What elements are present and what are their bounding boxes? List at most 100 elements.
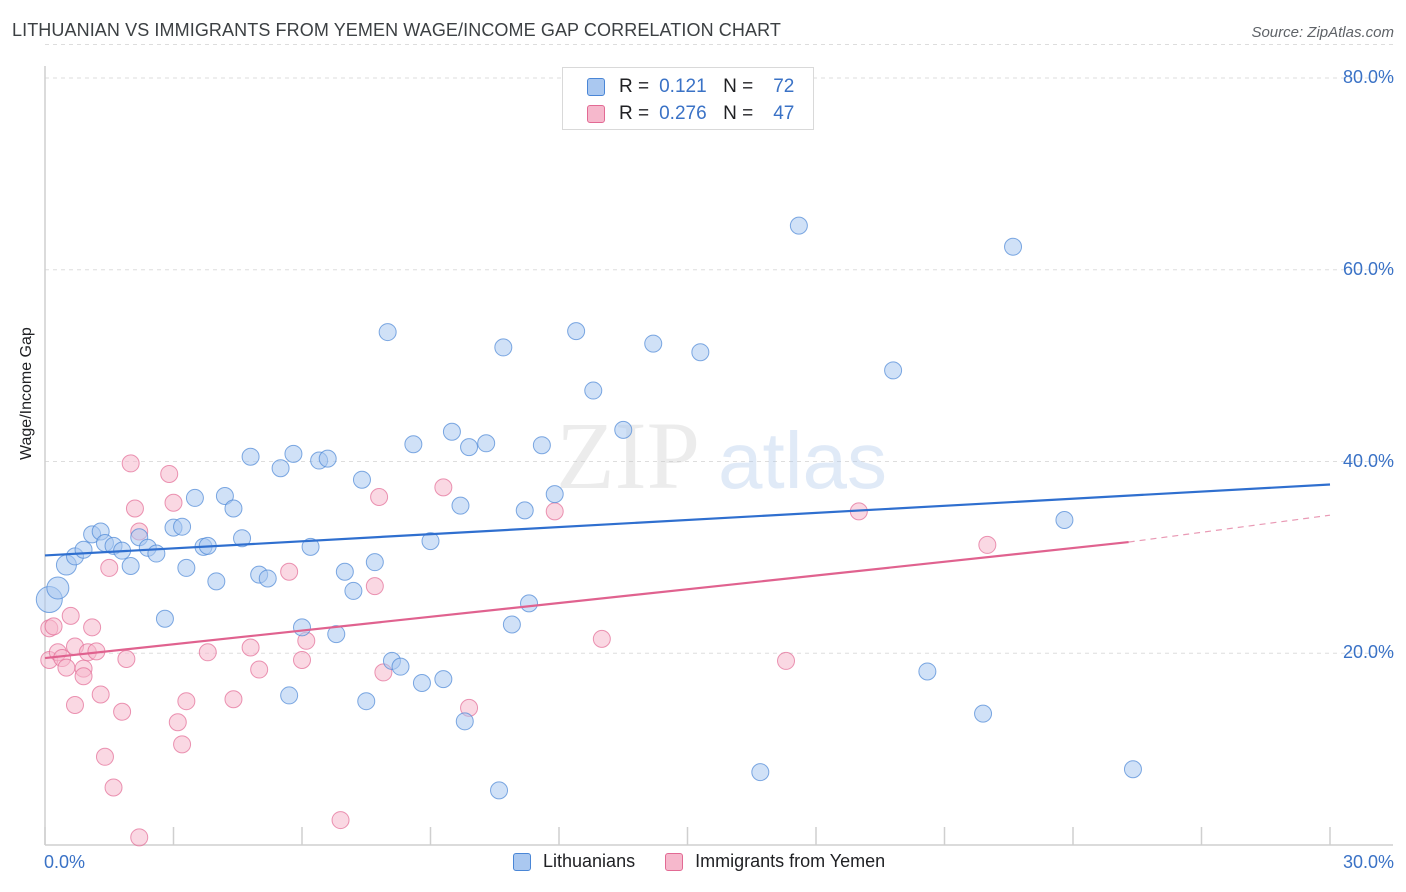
point-lithuanians [318, 449, 337, 468]
point-lithuanians [258, 569, 277, 588]
point-lithuanians [46, 576, 70, 600]
point-yemen [104, 778, 123, 797]
point-lithuanians [357, 692, 376, 711]
point-lithuanians [477, 434, 496, 453]
point-yemen [198, 643, 217, 662]
n-label: N = [723, 76, 754, 97]
point-yemen [365, 577, 384, 596]
point-lithuanians [421, 532, 440, 551]
point-lithuanians [224, 499, 243, 518]
legend-item-yemen[interactable]: Immigrants from Yemen [665, 851, 885, 872]
point-yemen [61, 606, 80, 625]
r-value: 0.121 [659, 76, 707, 97]
point-yemen [57, 658, 76, 677]
axes [44, 66, 1393, 846]
point-yemen [241, 638, 260, 657]
point-yemen [545, 502, 564, 521]
legend-swatch-lithuanians [513, 852, 531, 871]
x-tick-label-max: 30.0% [1342, 852, 1394, 872]
point-lithuanians [644, 334, 663, 353]
point-lithuanians [455, 712, 474, 731]
swatch-yemen [587, 105, 605, 123]
point-yemen [130, 828, 149, 847]
point-lithuanians [460, 438, 479, 457]
point-lithuanians [271, 459, 290, 478]
point-yemen [250, 660, 269, 679]
point-yemen [331, 811, 350, 830]
point-lithuanians [490, 781, 509, 800]
point-yemen [168, 713, 187, 732]
point-yemen [91, 685, 110, 704]
point-lithuanians [233, 529, 252, 548]
point-lithuanians [515, 501, 534, 520]
point-lithuanians [1123, 760, 1142, 779]
stats-row-yemen: R = 0.276 N = 47 [587, 102, 794, 126]
point-yemen [280, 562, 299, 581]
point-yemen [978, 535, 997, 554]
point-lithuanians [391, 657, 410, 676]
point-yemen [160, 464, 179, 483]
point-yemen [83, 618, 102, 637]
r-label: R = [619, 103, 650, 124]
point-lithuanians [280, 686, 299, 705]
point-lithuanians [974, 704, 993, 723]
point-lithuanians [155, 609, 174, 628]
point-yemen [177, 692, 196, 711]
point-yemen [777, 651, 796, 670]
point-yemen [434, 478, 453, 497]
point-yemen [224, 690, 243, 709]
point-lithuanians [147, 544, 166, 563]
trend-line-yemen-extension [1128, 514, 1331, 543]
series-yemen-points [40, 454, 997, 847]
y-tick-label: 20.0% [1342, 642, 1394, 663]
point-lithuanians [789, 216, 808, 235]
point-lithuanians [404, 435, 423, 454]
point-lithuanians [173, 517, 192, 536]
point-lithuanians [451, 496, 470, 515]
point-lithuanians [918, 662, 937, 681]
point-yemen [592, 629, 611, 648]
n-label: N = [723, 103, 754, 124]
point-lithuanians [352, 470, 371, 489]
point-lithuanians [74, 540, 93, 559]
point-lithuanians [567, 322, 586, 341]
r-value: 0.276 [659, 103, 707, 124]
point-lithuanians [1055, 510, 1074, 529]
point-lithuanians [177, 558, 196, 577]
legend-item-lithuanians[interactable]: Lithuanians [513, 851, 635, 872]
point-yemen [173, 735, 192, 754]
point-lithuanians [751, 763, 770, 782]
legend-label-yemen: Immigrants from Yemen [695, 851, 886, 871]
series-lithuanians-points [35, 216, 1142, 800]
trend-line-lithuanians [44, 483, 1331, 557]
point-yemen [293, 650, 311, 669]
point-lithuanians [215, 487, 234, 506]
n-value: 72 [773, 76, 795, 97]
chart-title: LITHUANIAN VS IMMIGRANTS FROM YEMEN WAGE… [12, 20, 781, 40]
source-label: Source: ZipAtlas.com [1251, 24, 1394, 41]
point-lithuanians [442, 422, 461, 441]
trend-lines [44, 483, 1331, 660]
watermark: ZIP atlas [556, 402, 887, 509]
point-yemen [95, 747, 114, 766]
point-lithuanians [327, 625, 346, 644]
stats-row-lithuanians: R = 0.121 N = 72 [587, 75, 794, 99]
point-lithuanians [520, 594, 539, 613]
point-lithuanians [494, 338, 513, 357]
point-lithuanians [584, 381, 603, 400]
legend-label-lithuanians: Lithuanians [543, 851, 636, 871]
point-yemen [44, 617, 63, 636]
point-lithuanians [884, 361, 903, 380]
y-axis-label: Wage/Income Gap [18, 327, 35, 460]
y-tick-label: 40.0% [1342, 450, 1394, 471]
swatch-lithuanians [587, 78, 605, 96]
point-yemen [125, 499, 144, 518]
point-lithuanians [344, 581, 363, 600]
stats-legend: R = 0.121 N = 72 R = 0.276 N = 47 [562, 67, 814, 130]
legend-swatch-yemen [665, 852, 684, 871]
y-tick-label: 80.0% [1342, 67, 1394, 87]
watermark-atlas: atlas [718, 416, 887, 505]
r-label: R = [619, 76, 650, 97]
point-lithuanians [121, 557, 140, 576]
point-lithuanians [614, 420, 633, 439]
